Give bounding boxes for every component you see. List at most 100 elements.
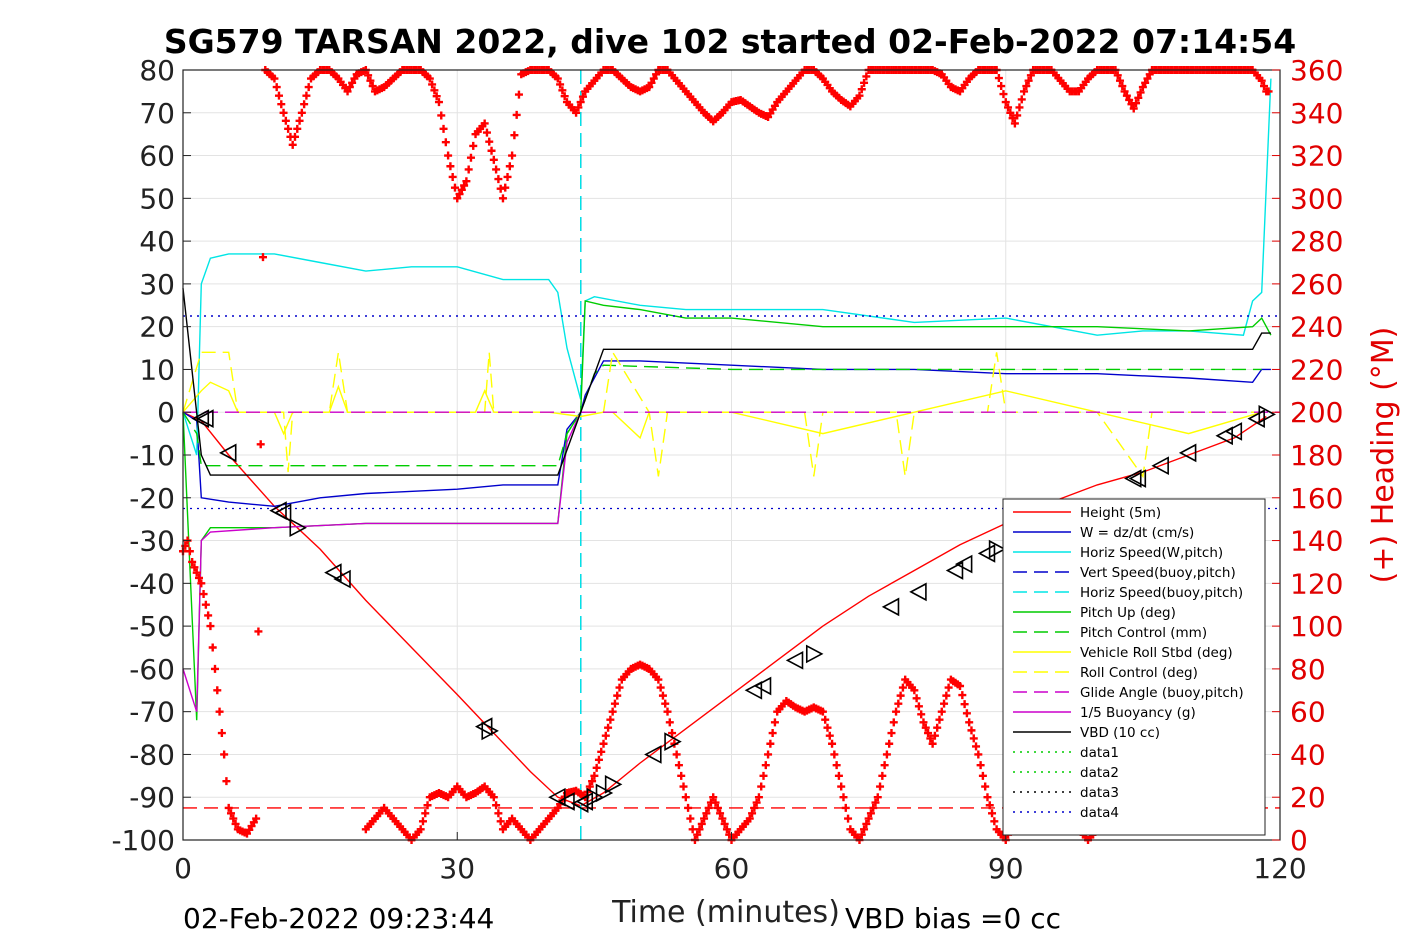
heading-point bbox=[962, 709, 971, 718]
heading-point bbox=[1143, 74, 1152, 83]
right-tick-label: 300 bbox=[1290, 182, 1343, 215]
heading-point bbox=[288, 140, 297, 149]
right-tick-label: 20 bbox=[1290, 781, 1326, 814]
heading-point bbox=[754, 793, 763, 802]
heading-point bbox=[770, 718, 779, 727]
heading-point bbox=[894, 699, 903, 708]
heading-point bbox=[649, 74, 658, 83]
glider-marker bbox=[1128, 469, 1147, 488]
left-tick-label: 10 bbox=[139, 353, 175, 386]
heading-point bbox=[1122, 91, 1131, 100]
heading-point bbox=[1125, 95, 1134, 104]
glider-marker bbox=[988, 539, 1007, 559]
heading-point bbox=[192, 568, 201, 577]
heading-point bbox=[981, 782, 990, 791]
heading-point bbox=[258, 253, 267, 262]
heading-point bbox=[997, 82, 1006, 91]
heading-point bbox=[928, 739, 937, 748]
heading-point bbox=[896, 691, 905, 700]
heading-point bbox=[759, 771, 768, 780]
left-tick-label: -30 bbox=[129, 525, 175, 558]
heading-point bbox=[425, 74, 434, 83]
glider-marker bbox=[1224, 422, 1243, 441]
heading-point bbox=[866, 809, 875, 818]
heading-point bbox=[604, 723, 613, 732]
right-tick-label: 40 bbox=[1290, 738, 1326, 771]
heading-point bbox=[585, 782, 594, 791]
heading-point bbox=[558, 86, 567, 95]
heading-point bbox=[757, 782, 766, 791]
legend-entry: Vert Speed(buoy,pitch) bbox=[1080, 565, 1236, 581]
legend-entry: Pitch Control (mm) bbox=[1080, 625, 1207, 641]
legend-entry: Pitch Up (deg) bbox=[1080, 605, 1176, 621]
right-tick-label: 140 bbox=[1290, 525, 1343, 558]
heading-point bbox=[252, 814, 261, 823]
heading-point bbox=[574, 103, 583, 112]
heading-point bbox=[933, 723, 942, 732]
heading-point bbox=[766, 739, 775, 748]
legend-entry: data4 bbox=[1080, 805, 1119, 821]
glider-marker bbox=[664, 732, 682, 751]
heading-point bbox=[496, 817, 505, 826]
heading-point bbox=[942, 691, 951, 700]
heading-point bbox=[254, 627, 263, 636]
heading-point bbox=[508, 151, 517, 160]
left-tick-label: 20 bbox=[139, 311, 175, 344]
x-tick-label: 60 bbox=[714, 852, 750, 885]
glider-marker bbox=[945, 561, 964, 580]
heading-point bbox=[430, 86, 439, 95]
x-tick-label: 90 bbox=[988, 852, 1024, 885]
heading-point bbox=[862, 819, 871, 828]
heading-point bbox=[1260, 82, 1268, 91]
heading-point bbox=[416, 825, 425, 834]
heading-point bbox=[206, 622, 215, 631]
heading-point bbox=[279, 108, 288, 117]
heading-point bbox=[345, 83, 354, 92]
heading-point bbox=[990, 817, 999, 826]
heading-point bbox=[880, 761, 889, 770]
heading-point bbox=[677, 771, 686, 780]
left-tick-label: -50 bbox=[129, 610, 175, 643]
heading-point bbox=[220, 750, 229, 759]
heading-point bbox=[700, 814, 709, 823]
heading-point bbox=[428, 80, 437, 89]
heading-point bbox=[910, 686, 919, 695]
legend-entry: 1/5 Buoyancy (g) bbox=[1080, 705, 1196, 721]
heading-point bbox=[190, 563, 199, 572]
heading-point bbox=[956, 682, 965, 690]
heading-point bbox=[647, 78, 656, 87]
heading-point bbox=[713, 803, 722, 812]
heading-point bbox=[965, 718, 974, 727]
heading-point bbox=[892, 707, 901, 716]
heading-point bbox=[448, 172, 457, 181]
heading-point bbox=[860, 78, 869, 87]
glider-marker bbox=[481, 721, 499, 741]
glider-marker bbox=[805, 644, 824, 664]
heading-point bbox=[423, 801, 432, 810]
heading-point bbox=[444, 151, 453, 160]
heading-point bbox=[711, 798, 720, 807]
right-tick-label: 280 bbox=[1290, 225, 1343, 258]
legend-entry: Roll Control (deg) bbox=[1080, 665, 1198, 681]
heading-point bbox=[293, 124, 302, 133]
heading-point bbox=[201, 600, 210, 609]
heading-point bbox=[1116, 76, 1125, 85]
heading-point bbox=[1017, 95, 1026, 104]
heading-point bbox=[464, 165, 473, 174]
heading-point bbox=[764, 750, 773, 759]
heading-point bbox=[441, 138, 450, 147]
heading-point bbox=[860, 825, 869, 834]
heading-point bbox=[974, 750, 983, 759]
heading-point bbox=[231, 819, 240, 828]
glider-marker bbox=[785, 650, 804, 670]
heading-point bbox=[862, 72, 871, 81]
heading-point bbox=[489, 155, 498, 164]
heading-point bbox=[297, 108, 306, 117]
heading-point bbox=[368, 82, 377, 91]
plot-area bbox=[179, 66, 1280, 844]
legend-entry: VBD (10 cc) bbox=[1080, 725, 1160, 741]
heading-point bbox=[462, 177, 471, 186]
heading-point bbox=[272, 83, 281, 92]
heading-point bbox=[457, 185, 466, 194]
legend-entry: data2 bbox=[1080, 765, 1119, 781]
